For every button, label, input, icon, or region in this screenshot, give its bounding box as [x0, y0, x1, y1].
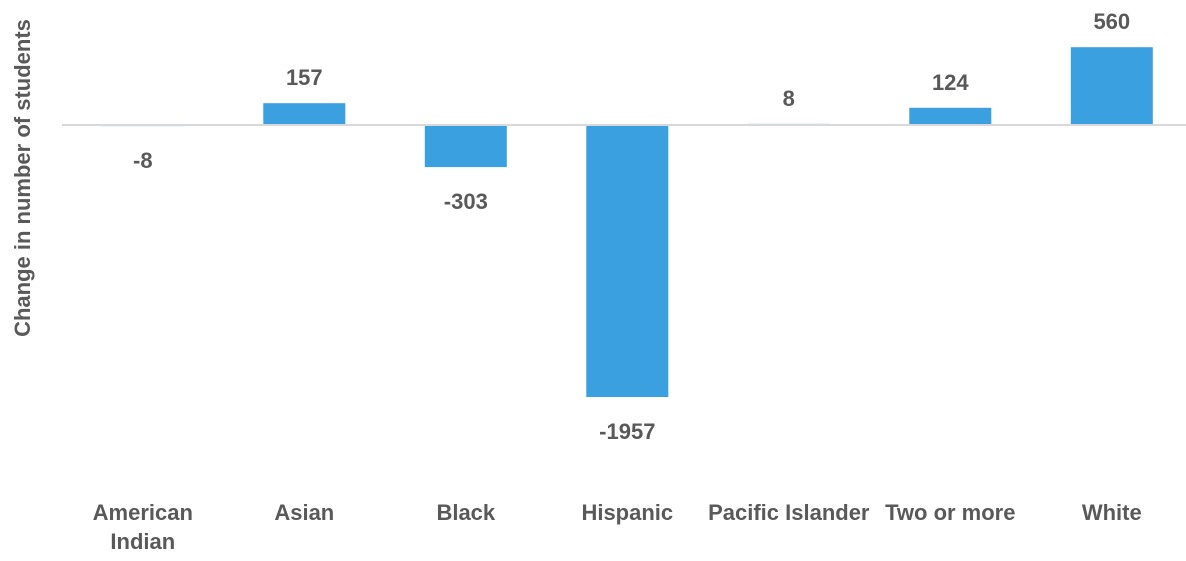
category-label-hispanic: Hispanic: [581, 500, 673, 525]
category-label-line: Black: [436, 500, 495, 525]
category-label-line: Asian: [274, 500, 334, 525]
bars-layer: [101, 47, 1153, 397]
data-label-asian: 157: [286, 65, 323, 90]
category-label-line: White: [1082, 500, 1142, 525]
category-label-line: Indian: [110, 529, 175, 554]
category-label-two-or-more: Two or more: [885, 500, 1015, 525]
bar-asian: [263, 103, 346, 125]
y-axis-title: Change in number of students: [10, 19, 35, 337]
category-label-pacific-islander: Pacific Islander: [708, 500, 870, 525]
category-label-asian: Asian: [274, 500, 334, 525]
category-label-line: Pacific Islander: [708, 500, 870, 525]
category-label-american-indian: American Indian: [93, 500, 193, 554]
data-label-pacific-islander: 8: [783, 86, 795, 111]
category-labels-layer: American Indian Asian Black Hispanic Pacific …: [93, 500, 1142, 554]
data-label-two-or-more: 124: [932, 70, 969, 95]
category-label-line: Hispanic: [581, 500, 673, 525]
data-label-hispanic: -1957: [599, 419, 655, 444]
bar-hispanic: [586, 125, 669, 397]
category-label-white: White: [1082, 500, 1142, 525]
bar-white: [1070, 47, 1153, 126]
data-label-white: 560: [1093, 9, 1130, 34]
data-labels-layer: -8 157 -303 -1957 8 124 560: [133, 9, 1130, 444]
category-label-line: American: [93, 500, 193, 525]
bar-black: [424, 125, 507, 168]
data-label-black: -303: [444, 189, 488, 214]
category-label-black: Black: [436, 500, 495, 525]
bar-two-or-more: [909, 107, 992, 125]
category-label-line: Two or more: [885, 500, 1015, 525]
data-label-american-indian: -8: [133, 148, 153, 173]
